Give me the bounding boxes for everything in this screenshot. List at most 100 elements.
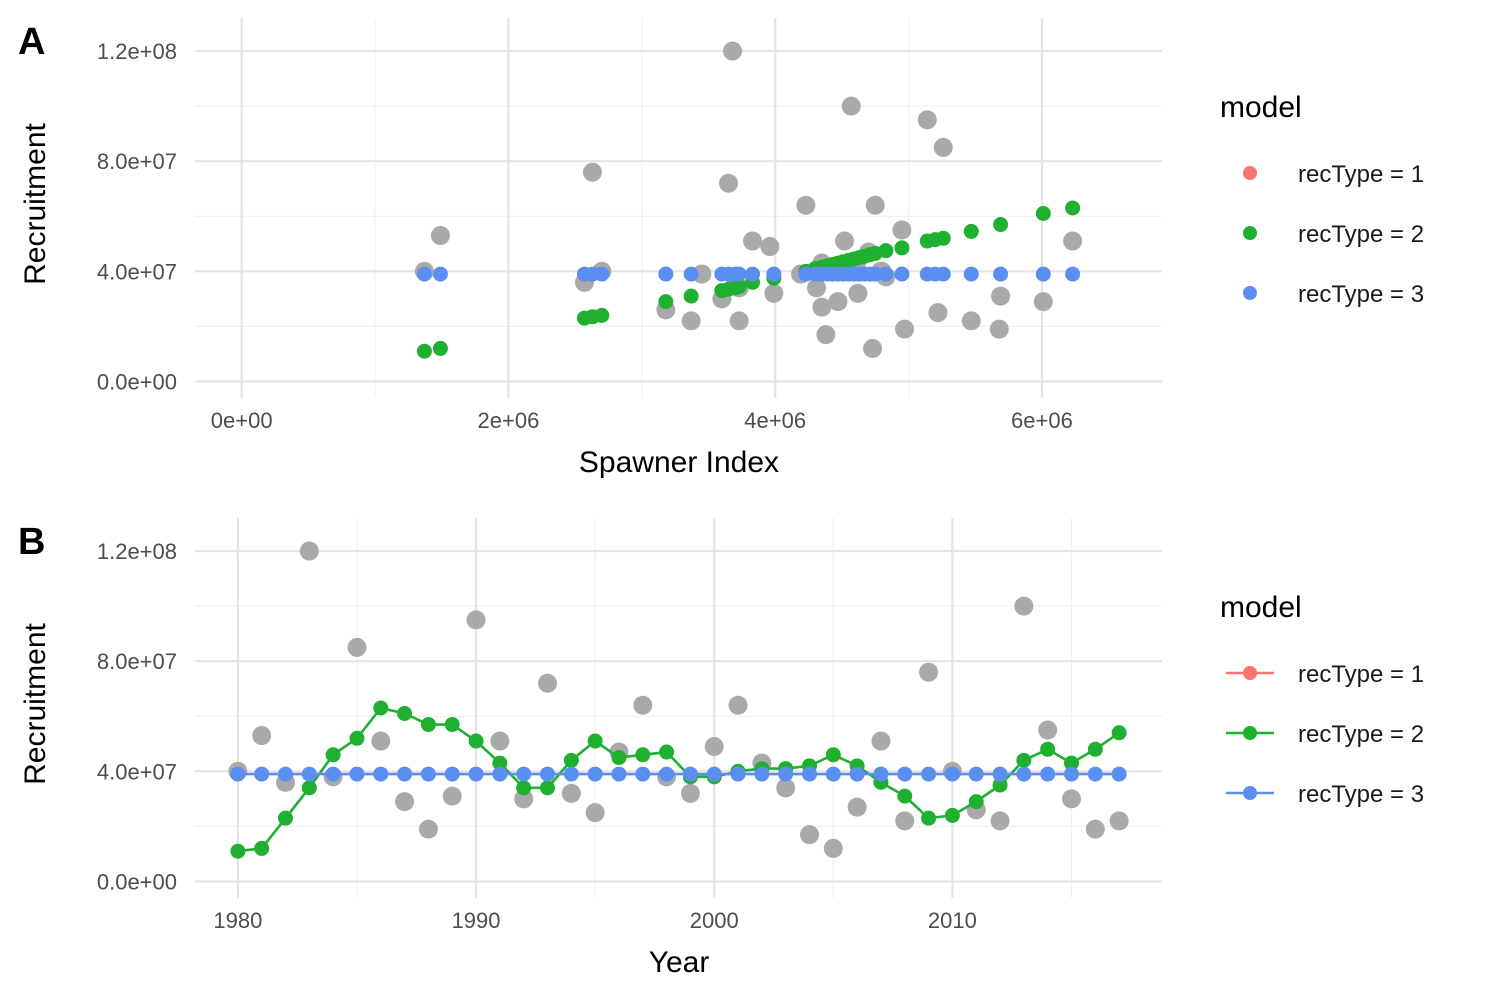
panel-a-observed-point	[961, 311, 981, 331]
panel-b-rectype-2-point	[563, 752, 579, 768]
panel-b-rectype-2-point	[587, 733, 603, 749]
panel-b-observed-point	[704, 737, 724, 757]
panel-b-y-ticks: 0.0e+00 4.0e+07 8.0e+07 1.2e+08	[97, 539, 177, 894]
panel-b-observed-point	[895, 811, 915, 831]
panel-a-rectype-3-point	[658, 266, 674, 282]
panel-b-observed-point	[799, 825, 819, 845]
panel-a-legend-label-2: recType = 2	[1298, 221, 1424, 248]
panel-a-rectype-2-point	[1035, 206, 1051, 222]
panel-b-rectype-2-point	[968, 794, 984, 810]
panel-a-y-tick-label: 1.2e+08	[97, 39, 177, 64]
panel-a-observed-point	[816, 325, 836, 345]
panel-a-rectype-2-point	[1065, 200, 1081, 216]
panel-b-series	[230, 700, 1127, 859]
panel-b-observed-point	[252, 726, 272, 746]
panel-b-observed-point	[1038, 720, 1058, 740]
panel-a-rectype-2-point	[894, 240, 910, 256]
panel-a-x-tick-label: 6e+06	[1011, 408, 1073, 433]
panel-a-x-tick-label: 0e+00	[211, 408, 273, 433]
panel-a-observed-point	[828, 292, 848, 312]
panel-b-observed-point	[299, 541, 319, 561]
panel-a-rectype-2-point	[731, 278, 747, 294]
panel-a-rectype-3-point	[416, 266, 432, 282]
panel-b-rectype-2-point	[1016, 752, 1032, 768]
panel-b-y-tick-label: 0.0e+00	[97, 869, 177, 894]
panel-b-legend-label-3: recType = 3	[1298, 781, 1424, 808]
panel-a-observed-point	[430, 226, 450, 246]
panel-a-observed-point	[895, 319, 915, 339]
panel-b-rectype-3-point	[754, 766, 770, 782]
panel-b-legend-key-2	[1243, 726, 1257, 740]
panel-a: A 0e+00 2e+06 4e+06 6e+06 0.0e+00 4.0e+07 8.0…	[18, 18, 1424, 479]
panel-a-rectype-2-point	[594, 307, 610, 323]
panel-a-y-tick-label: 4.0e+07	[97, 259, 177, 284]
panel-a-rectype-2-point	[963, 223, 979, 239]
panel-b-rectype-3-point	[1016, 766, 1032, 782]
panel-b-rectype-3-point	[1063, 766, 1079, 782]
panel-a-series	[416, 200, 1081, 359]
panel-a-rectype-3-point	[894, 266, 910, 282]
panel-b-rectype-3-point	[825, 766, 841, 782]
panel-b-rectype-3-point	[468, 766, 484, 782]
panel-b-observed-point	[490, 731, 510, 751]
panel-b-rectype-3-point	[849, 766, 865, 782]
panel-b-rectype-3-point	[301, 766, 317, 782]
panel-b-rectype-2-point	[516, 780, 532, 796]
panel-a-observed-point	[928, 303, 948, 323]
panel-a-x-tick-label: 2e+06	[478, 408, 540, 433]
panel-b-rectype-2-point	[611, 750, 627, 766]
panel-a-observed-point	[692, 264, 712, 284]
panel-b-observed-point	[1085, 819, 1105, 839]
panel-b-rectype-3-point	[540, 766, 556, 782]
panel-a-rectype-3-point	[867, 266, 883, 282]
panel-b-x-tick-label: 1990	[452, 908, 501, 933]
panel-a-observed-point	[582, 162, 602, 182]
panel-a-observed-point	[764, 283, 784, 303]
panel-a-x-axis-title: Spawner Index	[579, 446, 779, 479]
panel-a-rectype-3-point	[1035, 266, 1051, 282]
panel-b-rectype-3-point	[373, 766, 389, 782]
panel-b-x-axis-title: Year	[649, 946, 710, 979]
panel-a-rectype-3-point	[1065, 266, 1081, 282]
panel-b-rectype-3-point	[921, 766, 937, 782]
panel-a-y-tick-label: 8.0e+07	[97, 149, 177, 174]
panel-a-rectype-3-point	[683, 266, 699, 282]
panel-a-tag: A	[18, 21, 45, 63]
panel-b-rectype-3-point	[325, 766, 341, 782]
panel-a-legend-label-1: recType = 1	[1298, 161, 1424, 188]
panel-b-rectype-3-point	[897, 766, 913, 782]
panel-b-rectype-2-point	[540, 780, 556, 796]
panel-b-rectype-3-point	[635, 766, 651, 782]
panel-b-rectype-3-point	[778, 766, 794, 782]
panel-b-rectype-3-point	[349, 766, 365, 782]
panel-b-rectype-3-point	[706, 766, 722, 782]
panel-a-rectype-2-point	[432, 340, 448, 356]
panel-a-rectype-2-point	[878, 243, 894, 259]
panel-b-observed-point	[776, 778, 796, 798]
panel-b-rectype-2-point	[349, 730, 365, 746]
panel-b-x-ticks: 1980 1990 2000 2010	[213, 908, 976, 933]
panel-b-observed-point	[561, 783, 581, 803]
panel-b-rectype-2-point	[992, 777, 1008, 793]
panel-b-observed-point	[633, 695, 653, 715]
panel-a-legend-label-3: recType = 3	[1298, 281, 1424, 308]
panel-b-rectype-2-line	[237, 706, 1120, 853]
panel-a-observed-point	[991, 286, 1011, 306]
panel-a-legend-key-2	[1243, 226, 1257, 240]
panel-a-rectype-2-point	[658, 294, 674, 310]
panel-a-observed-point	[863, 338, 883, 358]
panel-b-observed-point	[514, 789, 534, 809]
panel-b-rectype-2-point	[492, 755, 508, 771]
panel-b-rectype-2-point	[254, 840, 270, 856]
panel-b-legend-entry-3: recType = 3	[1226, 781, 1424, 808]
panel-b-y-tick-label: 4.0e+07	[97, 759, 177, 784]
panel-a-x-tick-label: 4e+06	[744, 408, 806, 433]
panel-b-rectype-3-point	[801, 766, 817, 782]
panel-b-observed-point	[538, 673, 558, 693]
panel-b-rectype-2-point	[397, 706, 413, 722]
panel-a-observed-point	[807, 278, 827, 298]
panel-a-observed-point	[989, 319, 1009, 339]
panel-b-rectype-2-point	[659, 744, 675, 760]
panel-b-legend-key-3	[1243, 786, 1257, 800]
panel-b-legend: model recType = 1 recType = 2 recType = …	[1220, 591, 1424, 808]
